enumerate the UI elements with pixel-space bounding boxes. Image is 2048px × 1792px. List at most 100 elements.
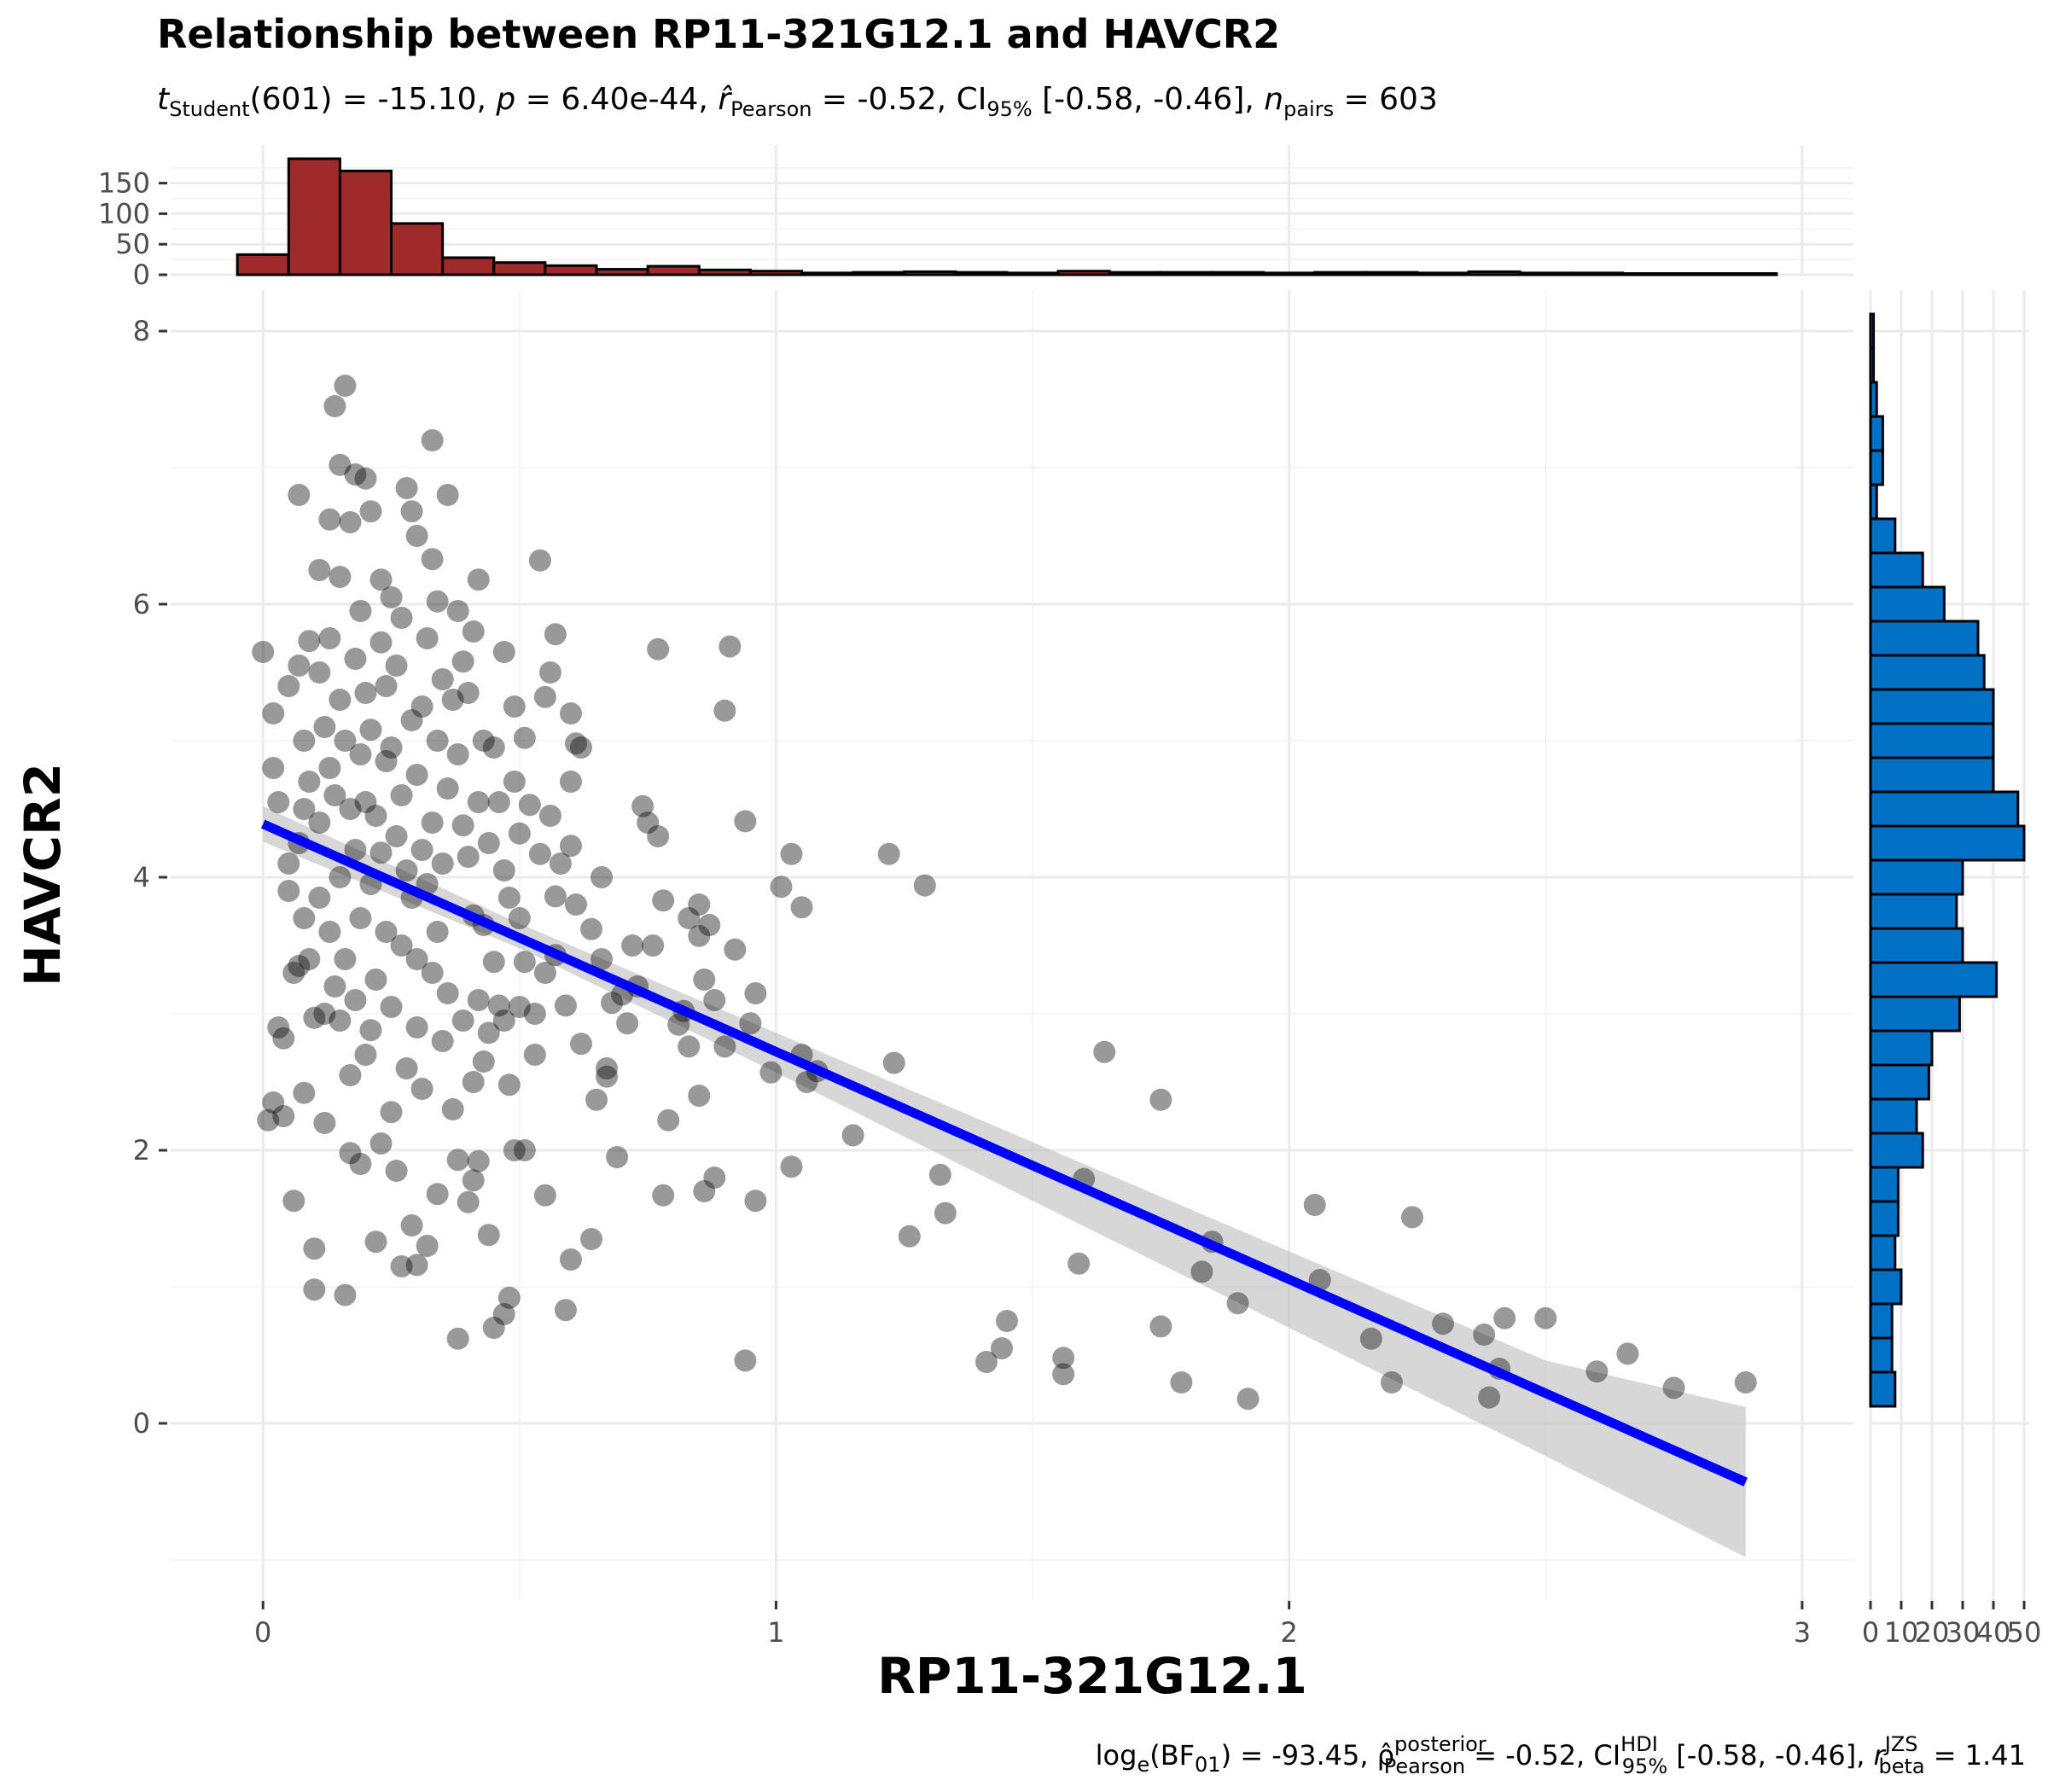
x-histogram-bar: [1364, 271, 1419, 276]
data-point: [790, 896, 813, 919]
data-point: [323, 975, 346, 998]
data-point: [359, 1019, 382, 1042]
data-point: [364, 805, 387, 827]
data-point: [513, 1139, 536, 1161]
data-point: [975, 1351, 998, 1373]
data-point: [457, 1190, 480, 1213]
data-point: [405, 1254, 428, 1277]
data-point: [395, 859, 418, 881]
data-point: [334, 730, 357, 752]
data-point: [544, 885, 567, 908]
data-point: [559, 702, 582, 724]
data-point: [596, 1065, 619, 1088]
data-point: [652, 889, 675, 912]
data-point: [308, 559, 331, 581]
y-histogram-bar: [1869, 381, 1878, 418]
data-point: [277, 880, 300, 902]
data-point: [354, 467, 377, 490]
data-point: [364, 969, 387, 991]
data-point: [405, 525, 428, 547]
x-histogram-bar: [492, 261, 547, 276]
data-point: [318, 508, 341, 531]
data-point: [359, 500, 382, 523]
data-point: [334, 1283, 357, 1306]
data-point: [436, 982, 459, 1004]
data-point: [492, 1009, 515, 1032]
data-point: [344, 648, 367, 670]
data-point: [647, 825, 670, 847]
data-point: [262, 702, 285, 724]
data-point: [1149, 1315, 1172, 1338]
data-point: [426, 590, 449, 613]
data-point: [298, 771, 321, 793]
y-tick-label: 0: [133, 1407, 150, 1440]
data-point: [318, 921, 341, 943]
data-point: [385, 825, 408, 847]
x-histogram-bar: [1724, 272, 1778, 276]
x-tick-label: 0: [254, 1616, 271, 1649]
data-point: [513, 726, 536, 749]
data-point: [329, 689, 352, 711]
data-point: [405, 1016, 428, 1039]
data-point: [467, 791, 490, 813]
data-point: [410, 1078, 433, 1100]
data-point: [436, 777, 459, 800]
data-point: [734, 810, 757, 833]
data-point: [508, 822, 531, 845]
data-point: [780, 842, 803, 865]
data-point: [339, 798, 362, 820]
data-point: [585, 1088, 608, 1111]
data-point: [1585, 1360, 1609, 1383]
data-point: [375, 921, 398, 943]
data-point: [569, 1033, 592, 1056]
data-point: [410, 839, 433, 861]
data-point: [719, 635, 742, 658]
data-point: [1052, 1347, 1075, 1370]
data-point: [354, 682, 377, 704]
data-point: [482, 951, 505, 974]
data-point: [462, 1071, 485, 1093]
x-histogram-bar: [852, 271, 906, 276]
data-point: [431, 852, 454, 875]
data-point: [482, 736, 505, 759]
data-point: [606, 1146, 629, 1168]
data-point: [533, 1184, 556, 1207]
y-histogram-bar: [1869, 1132, 1924, 1169]
data-point: [667, 1013, 690, 1036]
data-point: [995, 1310, 1018, 1332]
data-point: [497, 887, 521, 909]
data-point: [523, 1044, 546, 1066]
data-point: [385, 1160, 408, 1182]
data-point: [508, 907, 531, 929]
data-point: [354, 791, 377, 813]
data-point: [282, 962, 305, 984]
data-point: [882, 1051, 905, 1074]
data-point: [713, 699, 736, 722]
y-histogram-bar: [1869, 961, 1999, 998]
x-histogram-bar: [697, 268, 752, 276]
data-point: [344, 463, 367, 486]
x-histogram-bar: [338, 169, 393, 276]
data-point: [349, 600, 372, 622]
x-histogram-bar: [1467, 270, 1521, 276]
data-point: [482, 1317, 505, 1339]
data-point: [446, 600, 469, 622]
data-point: [477, 1224, 500, 1247]
data-point: [369, 631, 393, 654]
data-point: [329, 453, 352, 476]
y-histogram-bar: [1869, 1370, 1897, 1408]
data-point: [533, 685, 556, 708]
data-point: [405, 764, 428, 786]
x-histogram-bar: [903, 270, 957, 276]
data-point: [744, 1190, 767, 1213]
data-point: [1616, 1342, 1639, 1365]
hist-x-tick-label: 50: [2007, 1616, 2042, 1649]
data-point: [795, 1071, 818, 1093]
y-histogram-bar: [1869, 1336, 1894, 1374]
data-point: [359, 719, 382, 742]
y-histogram-bar: [1869, 654, 1986, 691]
data-point: [1400, 1206, 1423, 1229]
y-histogram-bar: [1869, 346, 1876, 384]
